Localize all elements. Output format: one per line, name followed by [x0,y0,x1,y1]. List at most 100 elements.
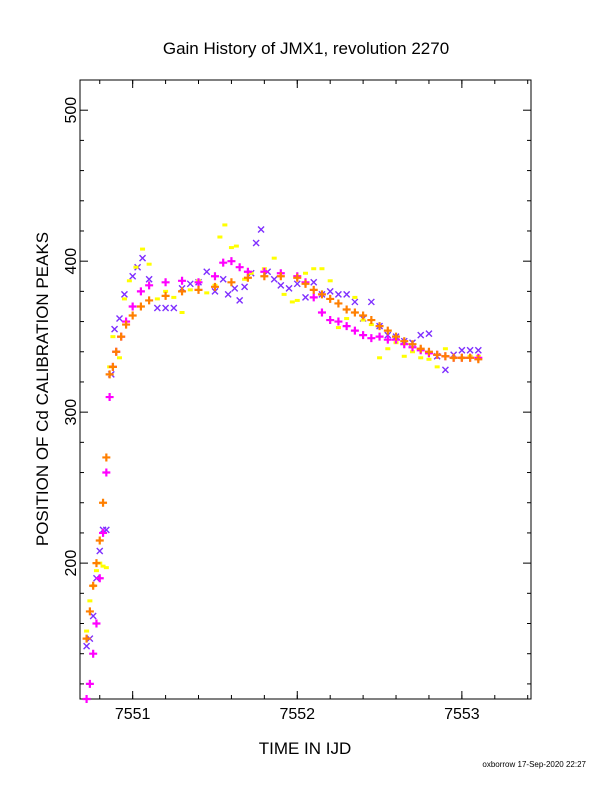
data-point-plus [219,258,228,267]
data-point-plus [416,344,425,353]
data-point-plus [260,272,269,281]
series-x [83,225,482,650]
data-point-plus [359,331,368,340]
x-axis-label: TIME IN IJD [259,739,352,758]
data-point-plus [433,350,442,359]
data-point-dot [271,256,277,260]
data-point-plus [85,607,94,616]
data-point-x [203,268,211,276]
data-point-plus [92,619,101,628]
data-point-dot [344,317,350,321]
data-point-dot [385,347,391,351]
x-tick-label: 7552 [279,706,315,723]
data-point-plus [82,695,91,703]
data-point-x [334,290,342,298]
data-point-plus [122,320,131,329]
data-point-dot [434,365,440,369]
data-point-x [170,304,178,312]
data-point-plus [161,291,170,300]
data-point-x [186,280,194,288]
y-tick-label: 500 [63,97,80,124]
data-point-plus [178,276,187,285]
data-point-dot [418,356,424,360]
data-point-plus [375,322,384,331]
x-tick-label: 7551 [115,706,151,723]
data-point-dot [217,235,223,239]
data-point-plus [102,468,111,477]
data-point-plus [89,581,98,590]
data-point-dot [228,246,234,250]
data-point-dot [409,350,415,354]
data-point-dot [327,279,333,283]
data-point-dot [187,288,193,292]
data-point-x [466,346,474,354]
data-marks [82,223,483,703]
data-point-x [326,287,334,295]
data-point-plus [85,679,94,688]
data-point-dot [401,354,407,358]
data-point-dot [117,356,123,360]
data-point-plus [178,287,187,296]
data-point-plus [408,340,417,349]
data-point-plus [99,528,108,537]
data-point-plus [449,353,458,362]
data-point-x [231,284,239,292]
data-point-plus [334,299,343,308]
data-point-plus [92,559,101,568]
y-tick-label: 200 [63,550,80,577]
data-point-plus [326,294,335,303]
data-point-plus [95,536,104,545]
data-point-plus [102,453,111,462]
data-point-plus [474,355,483,364]
data-point-dot [171,295,177,299]
data-point-x [458,346,466,354]
data-point-x [96,547,104,555]
data-point-plus [367,334,376,343]
data-point-plus [342,322,351,331]
data-point-plus [105,370,114,379]
data-point-x [236,296,244,304]
data-point-plus [128,302,137,311]
data-point-x [153,304,161,312]
data-point-dot [84,629,90,633]
footer-credit: oxborrow 17-Sep-2020 22:27 [482,760,586,769]
data-point-plus [145,296,154,305]
data-point-x [417,331,425,339]
data-point-plus [383,326,392,335]
data-point-plus [194,278,203,287]
data-point-x [116,315,123,323]
x-tick-label: 7553 [444,706,480,723]
data-point-plus [350,326,359,335]
plot-frame [79,79,532,700]
data-point-plus [375,332,384,341]
data-point-plus [359,311,368,320]
data-point-x [257,225,265,233]
data-point-x [83,642,91,650]
data-point-plus [309,293,318,302]
data-point-plus [161,278,170,287]
data-point-plus [145,281,154,290]
data-point-dot [126,279,132,283]
data-point-plus [350,308,359,317]
data-point-x [211,287,219,295]
data-point-x [241,283,249,291]
data-point-plus [95,574,104,583]
data-point-x [145,275,153,283]
data-point-dot [87,599,93,603]
data-point-dot [154,297,160,301]
data-point-plus [424,347,433,356]
data-point-plus [243,273,252,282]
data-point-plus [105,393,114,402]
data-point-dot [133,265,139,269]
data-point-dot [311,267,317,271]
data-point-x [120,290,128,298]
data-point-dot [335,326,341,330]
data-point-plus [466,353,475,362]
data-point-plus [82,634,91,643]
series-+ [82,257,483,703]
y-tick-label: 400 [63,248,80,275]
series-+ [82,272,483,643]
data-point-plus [136,302,145,311]
data-point-dot [294,298,300,302]
